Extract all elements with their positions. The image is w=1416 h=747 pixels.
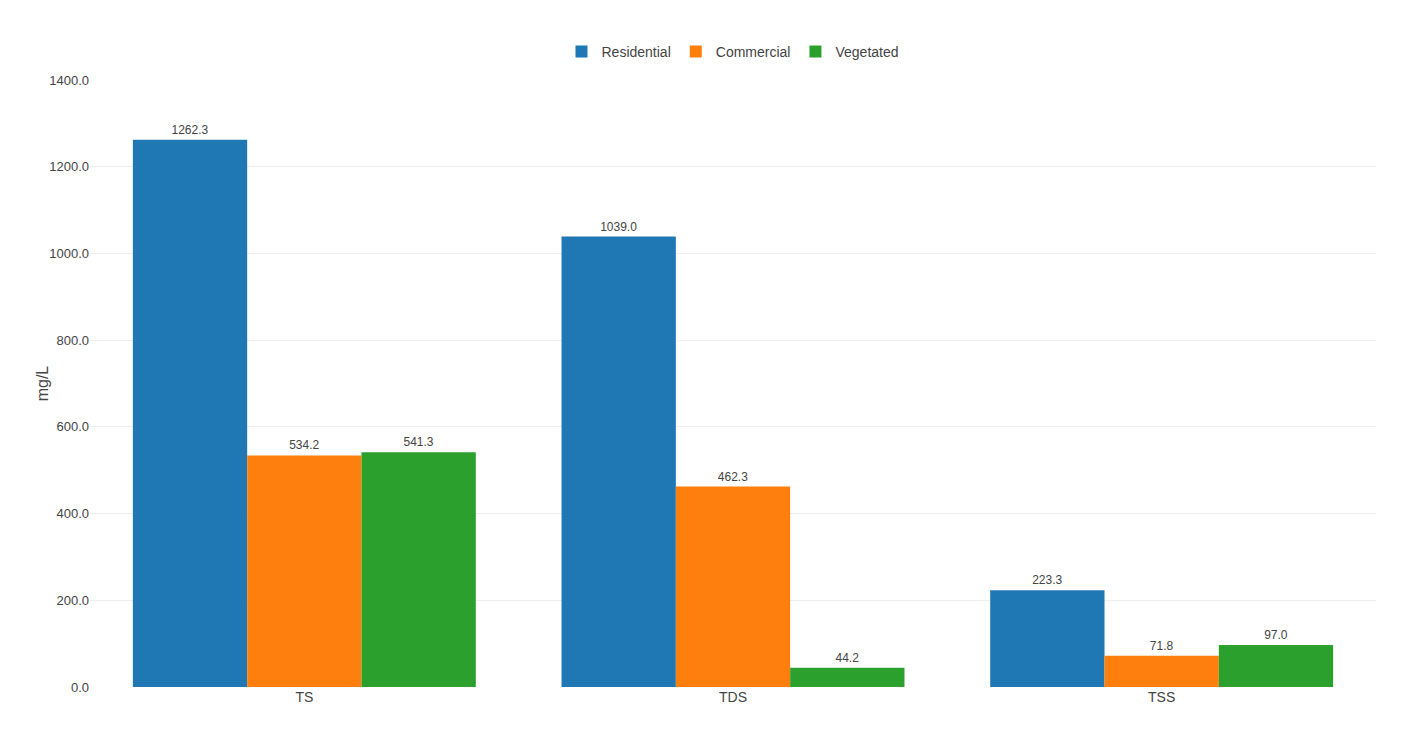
svg-text:97.0: 97.0	[1264, 628, 1288, 642]
svg-text:TSS: TSS	[1148, 689, 1175, 705]
svg-text:1262.3: 1262.3	[172, 123, 209, 137]
svg-text:223.3: 223.3	[1032, 573, 1062, 587]
svg-text:1200.0: 1200.0	[49, 159, 89, 174]
svg-text:71.8: 71.8	[1150, 639, 1174, 653]
svg-text:1000.0: 1000.0	[49, 246, 89, 261]
svg-text:Vegetated: Vegetated	[835, 44, 898, 60]
svg-text:TS: TS	[295, 689, 313, 705]
svg-text:1039.0: 1039.0	[600, 220, 637, 234]
svg-text:mg/L: mg/L	[34, 366, 51, 402]
svg-text:200.0: 200.0	[56, 593, 89, 608]
svg-text:TDS: TDS	[719, 689, 747, 705]
svg-text:Commercial: Commercial	[716, 44, 791, 60]
svg-text:534.2: 534.2	[289, 438, 319, 452]
svg-text:1400.0: 1400.0	[49, 73, 89, 88]
svg-text:462.3: 462.3	[718, 470, 748, 484]
svg-text:Residential: Residential	[602, 44, 671, 60]
svg-text:400.0: 400.0	[56, 506, 89, 521]
svg-text:0.0: 0.0	[71, 680, 89, 695]
svg-text:800.0: 800.0	[56, 333, 89, 348]
svg-text:44.2: 44.2	[835, 651, 859, 665]
svg-text:600.0: 600.0	[56, 419, 89, 434]
svg-text:541.3: 541.3	[403, 435, 433, 449]
